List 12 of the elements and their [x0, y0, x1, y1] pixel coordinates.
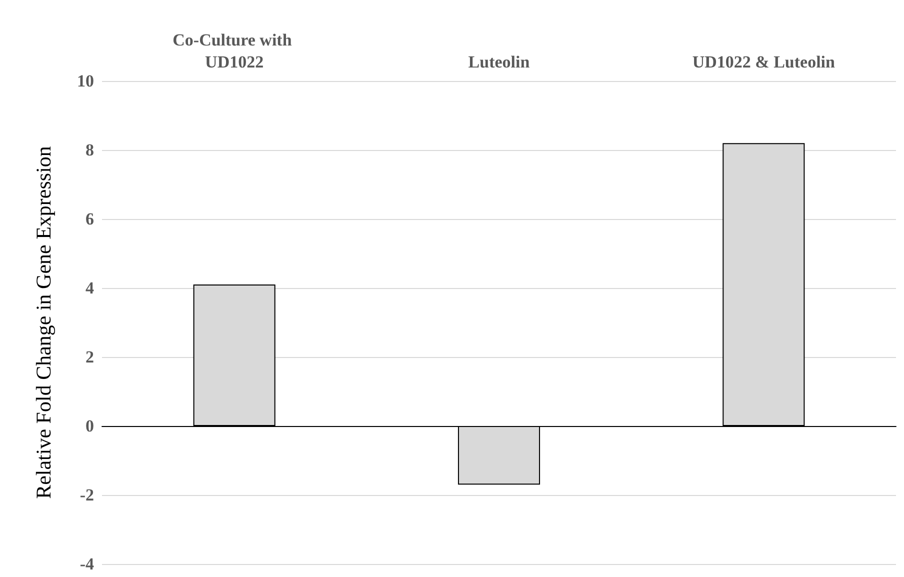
y-tick-label: 10 — [77, 72, 94, 90]
x-tick-label: UD1022 & Luteolin — [692, 52, 836, 72]
y-tick-label: 6 — [86, 210, 94, 228]
y-tick-label: -4 — [80, 554, 94, 574]
y-axis-title: Relative Fold Change in Gene Expression — [32, 146, 56, 499]
y-tick-label: 2 — [86, 348, 94, 366]
y-tick-label: 4 — [86, 278, 94, 298]
y-tick-label: 8 — [86, 140, 94, 160]
x-tick-label: Co-Culture with UD1022 — [172, 30, 296, 72]
y-tick-label: -2 — [80, 486, 94, 504]
y-tick-label: 0 — [86, 416, 94, 436]
x-tick-label: Luteolin — [468, 52, 530, 72]
